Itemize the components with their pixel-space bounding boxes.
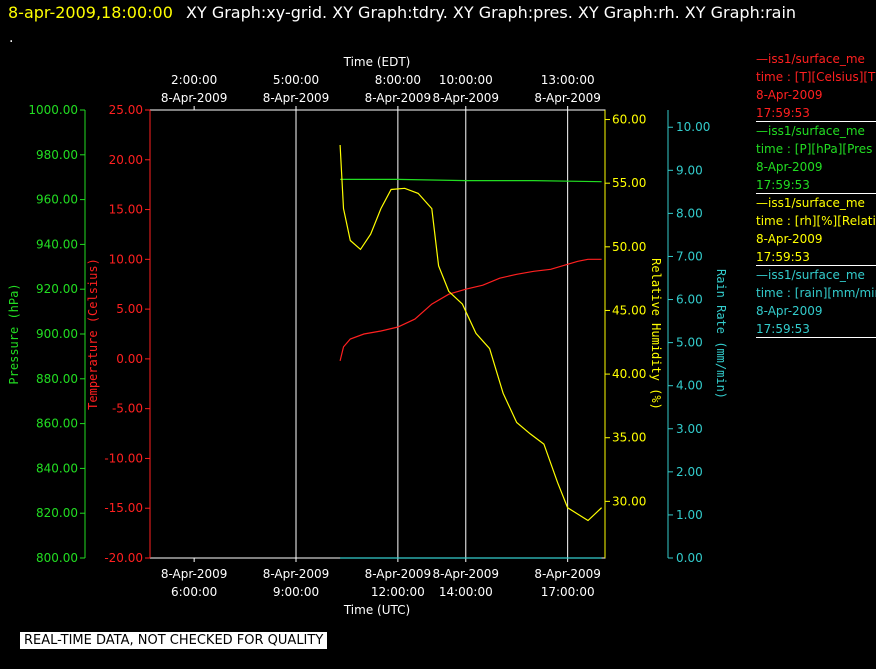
series-line-P xyxy=(340,178,602,183)
legend-item-pressure: —iss1/surface_me time : [P][hPa][Pres 8-… xyxy=(756,122,876,194)
x-top-tick-label: 5:00:00 xyxy=(273,73,319,87)
legend-source: —iss1/surface_me xyxy=(756,124,865,138)
temperature-axis-title: Temperature (Celsius) xyxy=(86,258,100,410)
window-title: 8-apr-2009,18:00:00 XY Graph:xy-grid. XY… xyxy=(8,3,796,22)
temperature-tick-label: 5.00 xyxy=(116,302,143,316)
pressure-tick-label: 980.00 xyxy=(36,148,78,162)
rh-tick-label: 40.00 xyxy=(612,367,646,381)
rain-tick-label: 9.00 xyxy=(676,163,703,177)
x-bottom-tick-label: 12:00:00 xyxy=(371,585,425,599)
x-top-axis-title: Time (EDT) xyxy=(343,55,411,69)
temperature-tick-label: 10.00 xyxy=(109,252,143,266)
rh-tick-label: 35.00 xyxy=(612,431,646,445)
rain-tick-label: 10.00 xyxy=(676,120,710,134)
rain-tick-label: 8.00 xyxy=(676,206,703,220)
pressure-tick-label: 900.00 xyxy=(36,327,78,341)
pressure-tick-label: 960.00 xyxy=(36,193,78,207)
temperature-tick-label: 25.00 xyxy=(109,103,143,117)
series-line-rh xyxy=(339,144,603,522)
pressure-tick-label: 940.00 xyxy=(36,237,78,251)
title-graph-list: XY Graph:xy-grid. XY Graph:tdry. XY Grap… xyxy=(186,3,797,22)
rh-tick-label: 55.00 xyxy=(612,176,646,190)
pressure-axis-title: Pressure (hPa) xyxy=(7,283,21,384)
x-top-tick-label: 13:00:00 xyxy=(541,73,595,87)
rain-tick-label: 5.00 xyxy=(676,336,703,350)
status-marker: . xyxy=(9,30,14,46)
x-bottom-tick-label: 8-Apr-2009 xyxy=(433,567,500,581)
x-bottom-tick-label: 8-Apr-2009 xyxy=(534,567,601,581)
rain-tick-label: 6.00 xyxy=(676,293,703,307)
x-top-tick-label: 8-Apr-2009 xyxy=(534,91,601,105)
legend-source: —iss1/surface_me xyxy=(756,196,865,210)
legend-time: 17:59:53 xyxy=(756,250,810,264)
temperature-tick-label: -5.00 xyxy=(112,402,143,416)
temperature-tick-label: 20.00 xyxy=(109,153,143,167)
legend-time: 17:59:53 xyxy=(756,322,810,336)
pressure-tick-label: 820.00 xyxy=(36,506,78,520)
pressure-tick-label: 800.00 xyxy=(36,551,78,565)
legend-source: —iss1/surface_me xyxy=(756,52,865,66)
x-top-tick-label: 8-Apr-2009 xyxy=(365,91,432,105)
legend-item-rain: —iss1/surface_me time : [rain][mm/min 8-… xyxy=(756,266,876,338)
rain-tick-label: 1.00 xyxy=(676,508,703,522)
legend-date: 8-Apr-2009 xyxy=(756,232,823,246)
legend-date: 8-Apr-2009 xyxy=(756,304,823,318)
x-top-tick-label: 8-Apr-2009 xyxy=(263,91,330,105)
legend-time: 17:59:53 xyxy=(756,178,810,192)
rain-tick-label: 7.00 xyxy=(676,249,703,263)
quality-warning: REAL-TIME DATA, NOT CHECKED FOR QUALITY xyxy=(20,632,328,649)
rain-tick-label: 3.00 xyxy=(676,422,703,436)
rh-tick-label: 60.00 xyxy=(612,113,646,127)
temperature-tick-label: -10.00 xyxy=(104,451,143,465)
legend-time: 17:59:53 xyxy=(756,106,810,120)
x-bottom-axis-title: Time (UTC) xyxy=(343,603,410,617)
title-datetime: 8-apr-2009,18:00:00 xyxy=(8,3,173,22)
x-top-tick-label: 8-Apr-2009 xyxy=(433,91,500,105)
legend-panel: —iss1/surface_me time : [T][Celsius][T 8… xyxy=(756,50,876,338)
rh-tick-label: 50.00 xyxy=(612,240,646,254)
rain-tick-label: 2.00 xyxy=(676,465,703,479)
series-line-T xyxy=(339,258,602,362)
rh-tick-label: 30.00 xyxy=(612,494,646,508)
temperature-tick-label: 15.00 xyxy=(109,203,143,217)
x-top-tick-label: 2:00:00 xyxy=(171,73,217,87)
x-bottom-tick-label: 8-Apr-2009 xyxy=(161,567,228,581)
rh-tick-label: 45.00 xyxy=(612,303,646,317)
x-bottom-tick-label: 8-Apr-2009 xyxy=(365,567,432,581)
x-bottom-tick-label: 6:00:00 xyxy=(171,585,217,599)
plot-frame xyxy=(149,109,606,559)
pressure-tick-label: 840.00 xyxy=(36,461,78,475)
legend-source: —iss1/surface_me xyxy=(756,268,865,282)
temperature-tick-label: -15.00 xyxy=(104,501,143,515)
rh-axis-title: Relative Humidity (%) xyxy=(649,258,663,410)
x-bottom-tick-label: 8-Apr-2009 xyxy=(263,567,330,581)
rain-tick-label: 4.00 xyxy=(676,379,703,393)
pressure-tick-label: 860.00 xyxy=(36,417,78,431)
x-top-tick-label: 8-Apr-2009 xyxy=(161,91,228,105)
legend-item-humidity: —iss1/surface_me time : [rh][%][Relati 8… xyxy=(756,194,876,266)
pressure-tick-label: 1000.00 xyxy=(28,103,78,117)
pressure-tick-label: 880.00 xyxy=(36,372,78,386)
x-bottom-tick-label: 9:00:00 xyxy=(273,585,319,599)
legend-item-temperature: —iss1/surface_me time : [T][Celsius][T 8… xyxy=(756,50,876,122)
legend-date: 8-Apr-2009 xyxy=(756,88,823,102)
rain-tick-label: 0.00 xyxy=(676,551,703,565)
legend-variable: time : [T][Celsius][T xyxy=(756,70,876,84)
x-top-tick-label: 8:00:00 xyxy=(375,73,421,87)
pressure-tick-label: 920.00 xyxy=(36,282,78,296)
x-bottom-tick-label: 14:00:00 xyxy=(439,585,493,599)
temperature-tick-label: 0.00 xyxy=(116,352,143,366)
legend-variable: time : [P][hPa][Pres xyxy=(756,142,873,156)
x-top-tick-label: 10:00:00 xyxy=(439,73,493,87)
legend-variable: time : [rain][mm/min xyxy=(756,286,876,300)
legend-variable: time : [rh][%][Relati xyxy=(756,214,876,228)
legend-date: 8-Apr-2009 xyxy=(756,160,823,174)
temperature-tick-label: -20.00 xyxy=(104,551,143,565)
x-bottom-tick-label: 17:00:00 xyxy=(541,585,595,599)
rain-axis-title: Rain Rate (mm/min) xyxy=(714,269,728,399)
